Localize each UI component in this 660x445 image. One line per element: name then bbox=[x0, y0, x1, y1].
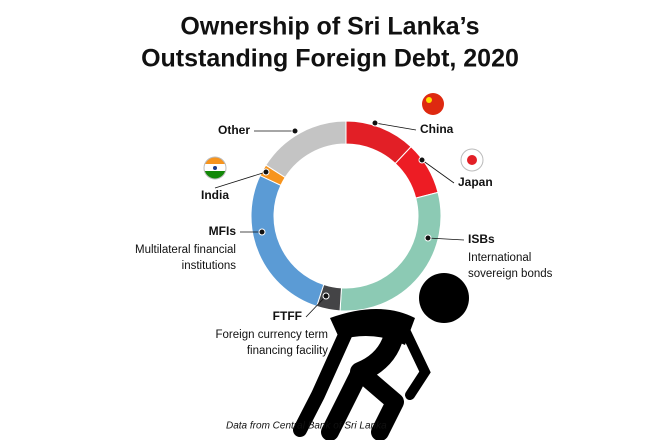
leader-line bbox=[214, 171, 267, 189]
segment-description: Multilateral financial bbox=[135, 244, 236, 256]
donut-segment bbox=[265, 120, 347, 179]
segment-description: sovereign bonds bbox=[468, 268, 553, 280]
leader-dot bbox=[371, 119, 379, 127]
japan-flag bbox=[460, 148, 484, 172]
segment-description: financing facility bbox=[247, 345, 328, 357]
title-line: Outstanding Foreign Debt, 2020 bbox=[141, 45, 519, 73]
leader-dot bbox=[262, 168, 270, 176]
india-flag bbox=[203, 156, 227, 180]
segment-label: ISBs bbox=[468, 232, 495, 246]
source-note: Data from Central Bank of Sri Lanka bbox=[226, 421, 387, 432]
figure bbox=[293, 273, 469, 441]
leader-line bbox=[305, 295, 327, 318]
china-flag bbox=[422, 93, 444, 115]
segment-label: MFIs bbox=[209, 224, 237, 238]
segment-description: International bbox=[468, 252, 531, 264]
segment-label: India bbox=[201, 188, 229, 202]
donut bbox=[250, 120, 442, 312]
title-line: Ownership of Sri Lanka’s bbox=[180, 13, 479, 41]
donut-segment bbox=[250, 174, 325, 307]
leader-dot bbox=[322, 292, 330, 300]
segment-label: China bbox=[420, 122, 454, 136]
leader-line bbox=[374, 122, 417, 131]
leader-dot bbox=[258, 228, 266, 236]
segment-label: Other bbox=[218, 123, 250, 137]
leader-dot bbox=[291, 127, 299, 135]
segment-label: Japan bbox=[458, 175, 493, 189]
segment-label: FTFF bbox=[273, 309, 302, 323]
leader-line bbox=[427, 237, 465, 241]
segment-description: institutions bbox=[182, 260, 237, 272]
segment-description: Foreign currency term bbox=[216, 329, 328, 341]
leader-dot bbox=[424, 234, 432, 242]
leader-line bbox=[421, 159, 455, 184]
leader-dot bbox=[418, 156, 426, 164]
